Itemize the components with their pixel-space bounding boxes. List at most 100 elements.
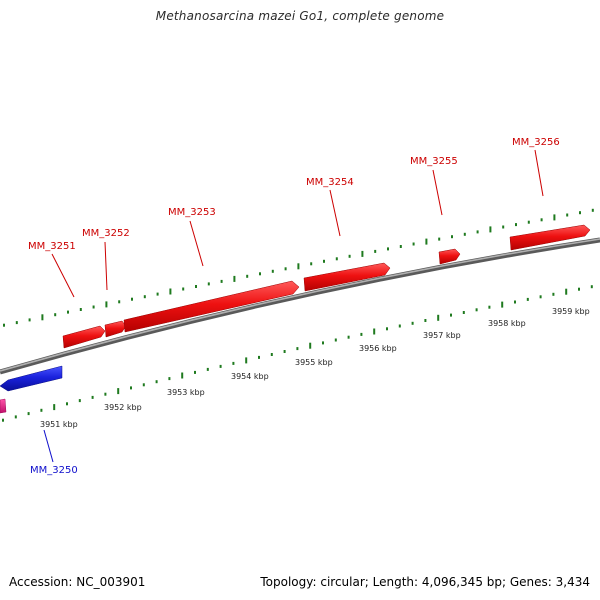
inner-major-tick: [181, 372, 184, 379]
outer-major-tick: [489, 226, 492, 233]
gene-mm-3256[interactable]: [509, 224, 591, 251]
genome-backbone-highlight: [0, 238, 600, 372]
leader-mm-3254: [329, 189, 341, 237]
inner-major-tick: [117, 388, 120, 395]
inner-minor-tick: [424, 319, 427, 322]
outer-major-tick: [169, 288, 172, 295]
outer-minor-tick: [527, 220, 530, 224]
inner-minor-tick: [130, 386, 132, 390]
inner-minor-tick: [411, 321, 414, 325]
outer-minor-tick: [374, 249, 377, 253]
outer-minor-tick: [387, 247, 389, 251]
outer-minor-tick: [335, 257, 338, 261]
inner-minor-tick: [283, 350, 286, 353]
inner-minor-tick: [258, 355, 260, 359]
gene-label-mm-3250: MM_3250: [30, 465, 78, 476]
outer-minor-tick: [310, 262, 313, 266]
inner-minor-tick: [40, 408, 43, 412]
inner-minor-tick: [270, 353, 273, 356]
outer-minor-tick: [323, 259, 325, 263]
gene-mm-3251[interactable]: [62, 325, 106, 349]
outer-major-tick: [233, 275, 236, 282]
inner-minor-tick: [488, 305, 491, 309]
gene-label-mm-3251: MM_3251: [28, 241, 76, 252]
inner-major-tick: [309, 342, 312, 349]
inner-minor-tick: [398, 324, 401, 328]
leader-mm-3250: [43, 429, 54, 463]
outer-major-tick: [105, 301, 108, 308]
outer-minor-tick: [348, 254, 351, 258]
inner-minor-tick: [322, 341, 324, 345]
outer-minor-tick: [246, 274, 249, 278]
outer-major-tick: [361, 250, 364, 257]
outer-minor-tick: [259, 272, 261, 276]
inner-minor-tick: [347, 335, 350, 339]
outer-minor-tick: [399, 245, 402, 248]
inner-minor-tick: [155, 380, 158, 384]
outer-scale-ticks: [3, 208, 594, 327]
outer-minor-tick: [412, 242, 415, 246]
outer-minor-tick: [515, 223, 517, 227]
outer-minor-tick: [92, 305, 95, 309]
map-title: Methanosarcina mazei Go1, complete genom…: [155, 9, 445, 23]
inner-minor-tick: [552, 292, 555, 296]
genome-backbone: [0, 237, 600, 375]
inner-minor-tick: [66, 402, 68, 406]
inner-minor-tick: [450, 313, 452, 317]
gene-mm-3253[interactable]: [123, 280, 300, 333]
inner-minor-tick: [526, 297, 529, 301]
inner-minor-tick: [78, 399, 81, 403]
gene-label-leaders: [43, 149, 544, 463]
inner-minor-tick: [14, 415, 17, 419]
outer-minor-tick: [156, 292, 159, 296]
outer-minor-tick: [476, 230, 479, 234]
inner-minor-tick: [142, 383, 145, 387]
inner-major-tick: [501, 301, 504, 308]
outer-minor-tick: [131, 297, 133, 301]
inner-minor-tick: [91, 395, 94, 399]
gene-label-mm-3255: MM_3255: [410, 156, 458, 167]
outer-major-tick: [41, 314, 44, 321]
outer-minor-tick: [566, 213, 569, 217]
gene-mm-3252[interactable]: [104, 320, 127, 338]
scale-label-3959: 3959 kbp: [552, 307, 590, 316]
inner-minor-tick: [514, 300, 516, 304]
gene-label-mm-3252: MM_3252: [82, 228, 130, 239]
outer-minor-tick: [28, 318, 31, 322]
gene-unlabeled-reverse[interactable]: [0, 398, 7, 414]
gene-mm-3255[interactable]: [438, 248, 461, 265]
leader-mm-3255: [432, 169, 443, 216]
inner-minor-tick: [386, 327, 388, 331]
outer-minor-tick: [54, 313, 57, 317]
outer-minor-tick: [207, 282, 210, 286]
gene-mm-3250[interactable]: [0, 365, 63, 392]
outer-minor-tick: [451, 235, 453, 239]
scale-label-3957: 3957 kbp: [423, 331, 461, 340]
inner-major-tick: [245, 357, 248, 364]
outer-minor-tick: [591, 208, 594, 212]
gene-mm-3254[interactable]: [303, 262, 391, 292]
outer-minor-tick: [195, 285, 197, 288]
scale-labels: 3951 kbp 3952 kbp 3953 kbp 3954 kbp 3955…: [40, 307, 590, 429]
outer-minor-tick: [67, 310, 69, 314]
inner-minor-tick: [168, 377, 171, 381]
scale-label-3953: 3953 kbp: [167, 388, 205, 397]
inner-major-tick: [437, 314, 440, 321]
inner-minor-tick: [296, 347, 299, 351]
outer-major-tick: [425, 238, 428, 245]
outer-major-tick: [297, 263, 300, 270]
outer-minor-tick: [438, 237, 441, 241]
inner-minor-tick: [232, 361, 235, 365]
outer-major-tick: [553, 214, 556, 221]
inner-minor-tick: [27, 412, 30, 416]
outer-minor-tick: [3, 323, 5, 327]
inner-minor-tick: [360, 332, 363, 336]
leader-mm-3251: [51, 253, 75, 298]
outer-minor-tick: [15, 321, 18, 325]
inner-minor-tick: [590, 285, 593, 289]
inner-major-tick: [565, 288, 568, 295]
inner-minor-tick: [334, 338, 337, 342]
outer-minor-tick: [463, 232, 466, 236]
accession-text: Accession: NC_003901: [9, 575, 146, 589]
